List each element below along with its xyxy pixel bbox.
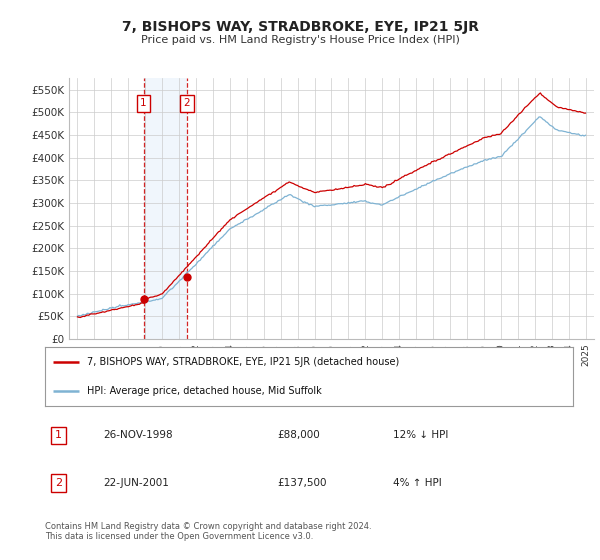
Text: 2: 2 — [55, 478, 62, 488]
Text: 1: 1 — [140, 99, 147, 108]
Bar — [143, 78, 187, 339]
Text: 26-NOV-1998: 26-NOV-1998 — [103, 431, 173, 440]
Text: 7, BISHOPS WAY, STRADBROKE, EYE, IP21 5JR (detached house): 7, BISHOPS WAY, STRADBROKE, EYE, IP21 5J… — [87, 357, 400, 367]
Text: 2: 2 — [184, 99, 190, 108]
Text: 22-JUN-2001: 22-JUN-2001 — [103, 478, 169, 488]
Text: 12% ↓ HPI: 12% ↓ HPI — [394, 431, 449, 440]
Text: 1: 1 — [55, 431, 62, 440]
Text: 4% ↑ HPI: 4% ↑ HPI — [394, 478, 442, 488]
Text: 7, BISHOPS WAY, STRADBROKE, EYE, IP21 5JR: 7, BISHOPS WAY, STRADBROKE, EYE, IP21 5J… — [121, 20, 479, 34]
Text: Contains HM Land Registry data © Crown copyright and database right 2024.
This d: Contains HM Land Registry data © Crown c… — [45, 522, 371, 542]
Text: Price paid vs. HM Land Registry's House Price Index (HPI): Price paid vs. HM Land Registry's House … — [140, 35, 460, 45]
Text: £88,000: £88,000 — [277, 431, 320, 440]
Text: HPI: Average price, detached house, Mid Suffolk: HPI: Average price, detached house, Mid … — [87, 386, 322, 396]
Text: £137,500: £137,500 — [277, 478, 327, 488]
